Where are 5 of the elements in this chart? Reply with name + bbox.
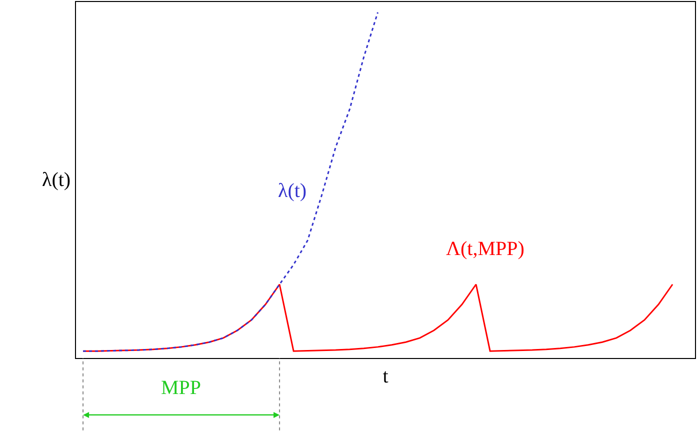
- text: MPP: [161, 377, 202, 399]
- series-label: λ(t): [278, 180, 307, 202]
- x-axis-title: t: [382, 366, 389, 388]
- series-label: Λ(t,MPP): [446, 238, 524, 260]
- y-axis-title: λ(t): [42, 169, 71, 191]
